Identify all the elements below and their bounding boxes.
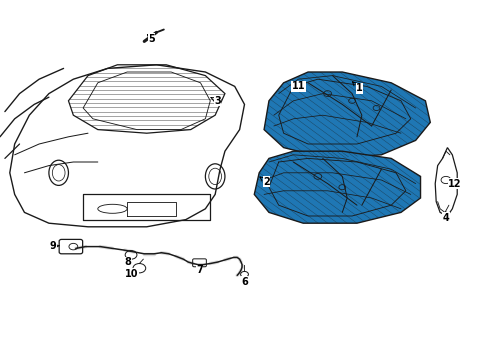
Text: 11: 11 bbox=[291, 81, 305, 91]
Text: 7: 7 bbox=[196, 265, 203, 275]
Text: 5: 5 bbox=[147, 33, 155, 44]
Text: 3: 3 bbox=[211, 96, 221, 106]
Text: 2: 2 bbox=[260, 177, 269, 187]
Text: 9: 9 bbox=[49, 241, 60, 251]
Text: 1: 1 bbox=[352, 82, 362, 93]
Polygon shape bbox=[264, 72, 429, 158]
Text: 4: 4 bbox=[442, 212, 448, 223]
Text: 10: 10 bbox=[125, 269, 139, 279]
Polygon shape bbox=[254, 151, 420, 223]
Text: 8: 8 bbox=[124, 257, 131, 267]
Text: 12: 12 bbox=[447, 179, 461, 189]
Text: 6: 6 bbox=[241, 276, 247, 287]
